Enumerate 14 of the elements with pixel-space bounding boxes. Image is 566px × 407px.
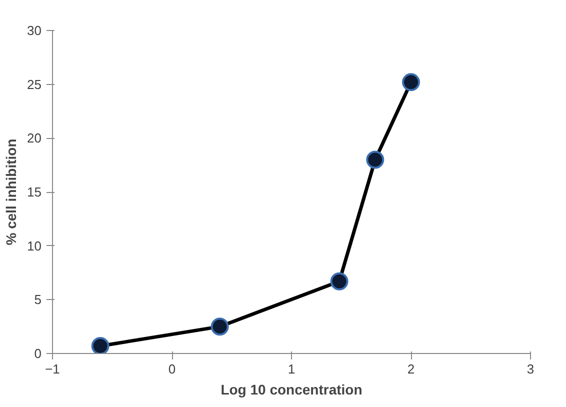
y-tick-label: 30 [27,23,42,38]
y-axis-title: % cell inhibition [3,138,20,246]
y-tick-label: 15 [27,184,42,200]
y-tick-label: 20 [27,130,42,146]
y-tick-label: 10 [27,238,42,254]
x-tick-label: −1 [45,362,60,376]
x-tick-label: 1 [288,362,296,376]
x-tick-label: 3 [526,362,534,376]
x-axis-title: Log 10 concentration [220,382,362,398]
y-tick-label: 25 [27,76,42,92]
x-tick-label: 0 [168,362,176,376]
y-tick-label: 0 [34,346,42,361]
x-tick-label: 2 [407,362,415,376]
y-tick-label: 5 [34,292,42,308]
